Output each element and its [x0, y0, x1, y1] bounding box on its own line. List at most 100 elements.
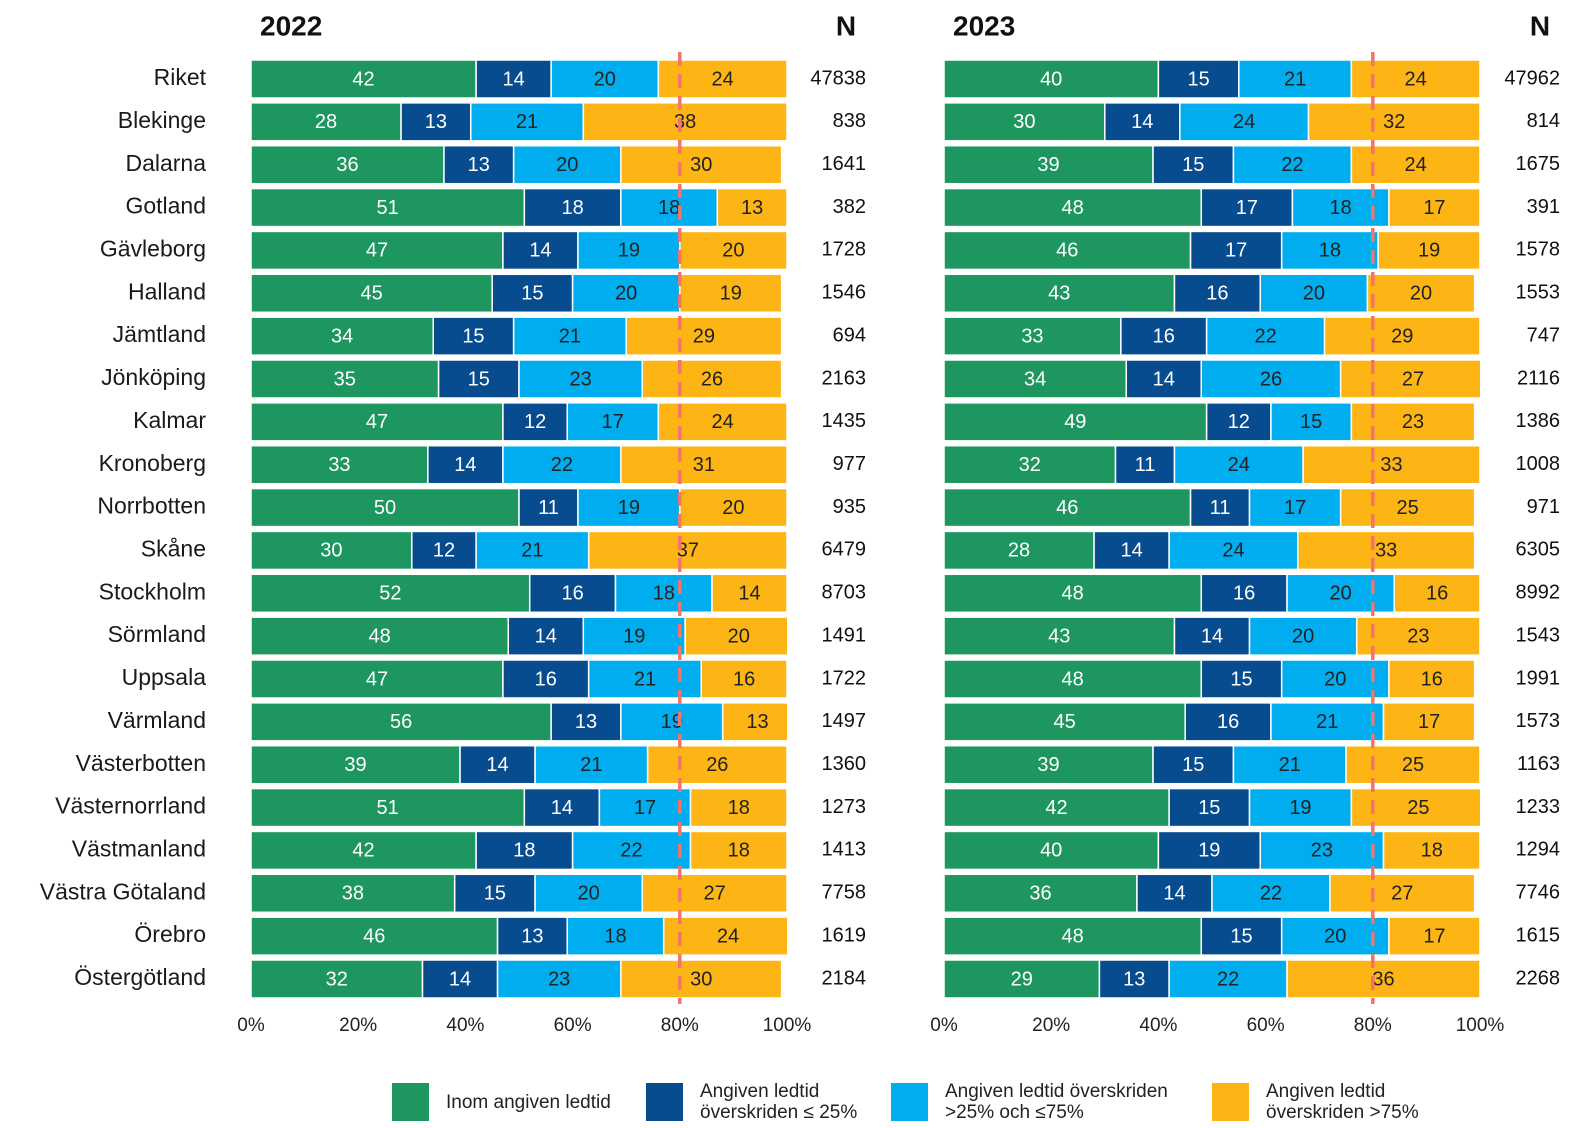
data-label: 15	[521, 283, 543, 305]
bar-segment	[251, 144, 445, 185]
n-value: 1491	[822, 624, 867, 646]
x-tick-label: 80%	[661, 1015, 699, 1036]
bar-segment	[944, 316, 1122, 356]
bar-segment	[944, 573, 1203, 614]
data-label: 30	[320, 540, 342, 562]
data-label: 24	[1405, 68, 1427, 90]
bar-segment	[1157, 830, 1261, 871]
bar-segment	[716, 187, 787, 228]
bar-segment	[1168, 787, 1251, 828]
bar-segment	[944, 230, 1192, 271]
legend-swatch	[1212, 1083, 1249, 1121]
n-value: 747	[1527, 324, 1560, 346]
bar-segment	[1205, 402, 1272, 442]
bar-segment	[251, 616, 510, 656]
data-label: 14	[486, 754, 508, 776]
data-label: 23	[1311, 840, 1333, 862]
category-label: Östergötland	[74, 964, 206, 990]
x-tick-label: 40%	[446, 1015, 484, 1036]
bar-segment	[251, 444, 429, 485]
bar-segment	[1205, 316, 1326, 356]
bar-segment	[1248, 787, 1353, 828]
bar-segment	[1200, 916, 1283, 956]
data-label: 28	[315, 111, 337, 133]
data-label: 14	[535, 625, 557, 647]
n-value: 2184	[822, 967, 867, 989]
category-label: Riket	[154, 64, 207, 90]
n-value: 1163	[1517, 753, 1560, 775]
bar-segment	[641, 359, 783, 399]
bar-segment	[582, 616, 686, 656]
data-label: 15	[1182, 154, 1204, 176]
data-label: 51	[377, 797, 399, 819]
data-label: 30	[690, 154, 712, 176]
x-tick-label: 60%	[1247, 1015, 1285, 1036]
data-label: 33	[1375, 540, 1397, 562]
legend-swatch	[392, 1083, 429, 1121]
category-label: Blekinge	[118, 107, 206, 133]
bar-segment	[944, 144, 1154, 185]
bar-segment	[577, 487, 681, 528]
n-value: 8992	[1516, 582, 1561, 604]
data-label: 16	[1426, 583, 1448, 605]
data-label: 18	[1330, 197, 1352, 219]
bar-segment	[1179, 102, 1310, 142]
category-label: Jämtland	[113, 321, 206, 347]
bar-segment	[1173, 616, 1251, 656]
bar-segment	[411, 530, 477, 571]
data-label: 13	[521, 925, 543, 947]
data-label: 18	[1319, 240, 1341, 262]
data-label: 14	[449, 968, 471, 990]
data-label: 17	[1225, 240, 1247, 262]
data-label: 19	[661, 711, 683, 733]
bar-segment	[1382, 702, 1476, 742]
bar-segment	[1173, 273, 1261, 314]
data-label: 46	[1056, 497, 1078, 519]
data-label: 48	[1062, 583, 1084, 605]
bar-segment	[689, 787, 787, 828]
plot	[251, 59, 787, 999]
data-label: 29	[693, 325, 715, 347]
data-label: 32	[326, 968, 348, 990]
data-label: 27	[704, 883, 726, 905]
bar-segment	[251, 830, 477, 871]
n-value: 1553	[1516, 282, 1561, 304]
bar-segment	[502, 444, 622, 485]
data-label: 39	[1037, 154, 1059, 176]
data-label: 38	[342, 883, 364, 905]
bar-segment	[1200, 359, 1342, 399]
data-label: 29	[1391, 325, 1413, 347]
x-tick-label: 0%	[930, 1015, 958, 1036]
bar-segment	[679, 487, 787, 528]
bar-segment	[689, 830, 787, 871]
data-label: 47	[366, 240, 388, 262]
bar-segment	[1248, 616, 1358, 656]
bar-segment	[679, 273, 783, 314]
bar-segment	[1270, 702, 1385, 742]
legend-swatch	[646, 1083, 683, 1121]
bar-segment	[1152, 144, 1235, 185]
data-label: 16	[1153, 325, 1175, 347]
category-label: Västerbotten	[76, 750, 206, 776]
data-label: 18	[561, 197, 583, 219]
data-label: 21	[521, 540, 543, 562]
x-tick-label: 20%	[339, 1015, 377, 1036]
data-label: 13	[746, 711, 768, 733]
data-label: 43	[1048, 283, 1070, 305]
bar-segment	[1168, 530, 1299, 571]
bar-segment	[1136, 873, 1213, 914]
category-label: Västernorrland	[55, 793, 206, 819]
x-tick-label: 100%	[763, 1015, 812, 1036]
bar-segment	[251, 187, 526, 228]
legend-label: Inom angiven ledtid	[446, 1091, 611, 1113]
bar-segment	[1302, 444, 1480, 485]
bar-segment	[598, 787, 692, 828]
data-label: 20	[722, 497, 744, 519]
data-label: 48	[369, 625, 391, 647]
x-tick-label: 0%	[237, 1015, 265, 1036]
n-value: 1991	[1516, 667, 1561, 689]
data-label: 19	[618, 497, 640, 519]
n-value: 47838	[810, 67, 866, 89]
n-value: 935	[833, 496, 866, 518]
bar-segment	[944, 359, 1127, 399]
